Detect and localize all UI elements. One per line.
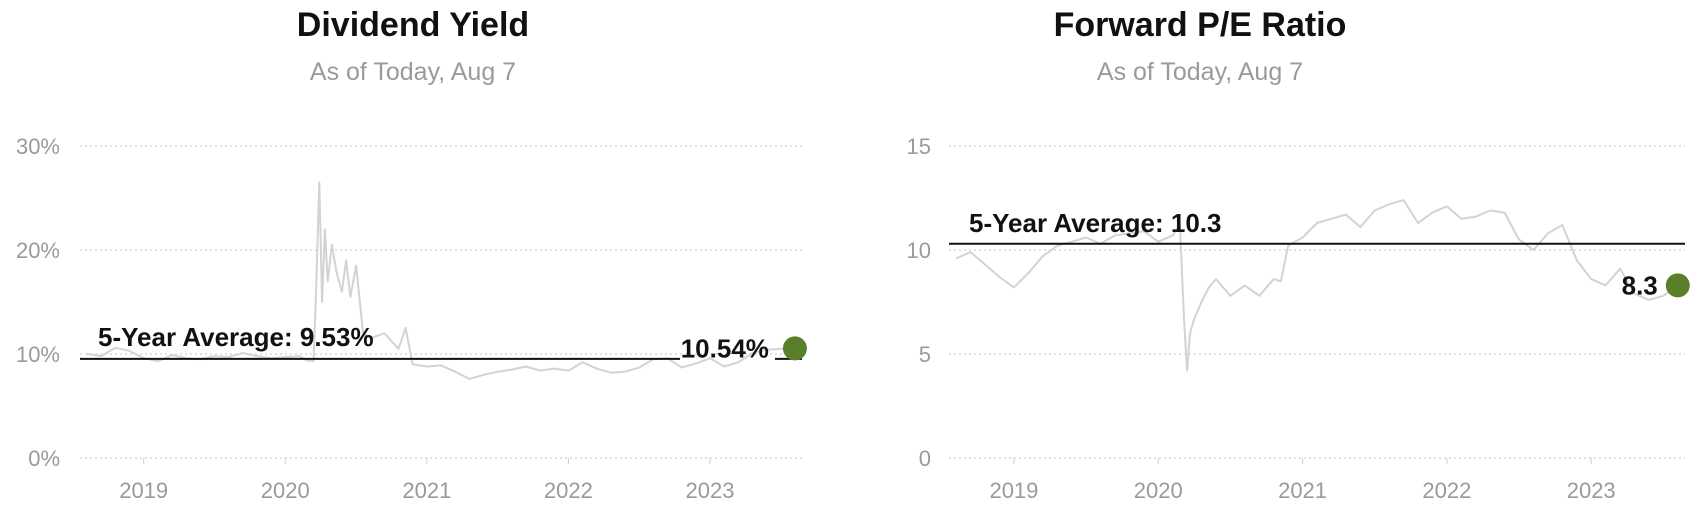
series-line xyxy=(86,181,795,380)
x-tick-label: 2021 xyxy=(1278,478,1327,503)
x-tick-label: 2023 xyxy=(1567,478,1616,503)
current-value-label: 10.54% xyxy=(681,333,769,363)
x-tick-label: 2022 xyxy=(544,478,593,503)
y-tick-label: 0 xyxy=(919,446,931,471)
chart-title: Forward P/E Ratio xyxy=(1054,6,1347,44)
x-tick-label: 2021 xyxy=(402,478,451,503)
x-tick-label: 2023 xyxy=(686,478,735,503)
chart-subtitle: As of Today, Aug 7 xyxy=(1097,58,1303,86)
y-tick-label: 30% xyxy=(16,134,60,159)
x-tick-label: 2020 xyxy=(1134,478,1183,503)
x-tick-label: 2019 xyxy=(989,478,1038,503)
y-tick-label: 15 xyxy=(907,134,931,159)
average-label: 5-Year Average: 10.3 xyxy=(969,208,1221,238)
y-tick-label: 5 xyxy=(919,342,931,367)
x-tick-label: 2020 xyxy=(261,478,310,503)
forward-pe-chart: Forward P/E Ratio As of Today, Aug 7 0 5 1… xyxy=(907,6,1690,503)
y-tick-label: 0% xyxy=(28,446,60,471)
x-tick-label: 2022 xyxy=(1422,478,1471,503)
series-line xyxy=(955,199,1679,372)
y-tick-label: 10 xyxy=(907,238,931,263)
average-label: 5-Year Average: 9.53% xyxy=(98,322,374,352)
chart-title: Dividend Yield xyxy=(297,6,529,44)
y-tick-label: 10% xyxy=(16,342,60,367)
dividend-yield-chart: Dividend Yield As of Today, Aug 7 0% 10% 2… xyxy=(16,6,807,503)
chart-subtitle: As of Today, Aug 7 xyxy=(310,58,516,86)
current-value-dot xyxy=(782,336,807,361)
current-value-label: 8.3 xyxy=(1622,270,1658,300)
current-value-dot xyxy=(1665,273,1690,298)
y-tick-label: 20% xyxy=(16,238,60,263)
x-tick-label: 2019 xyxy=(119,478,168,503)
